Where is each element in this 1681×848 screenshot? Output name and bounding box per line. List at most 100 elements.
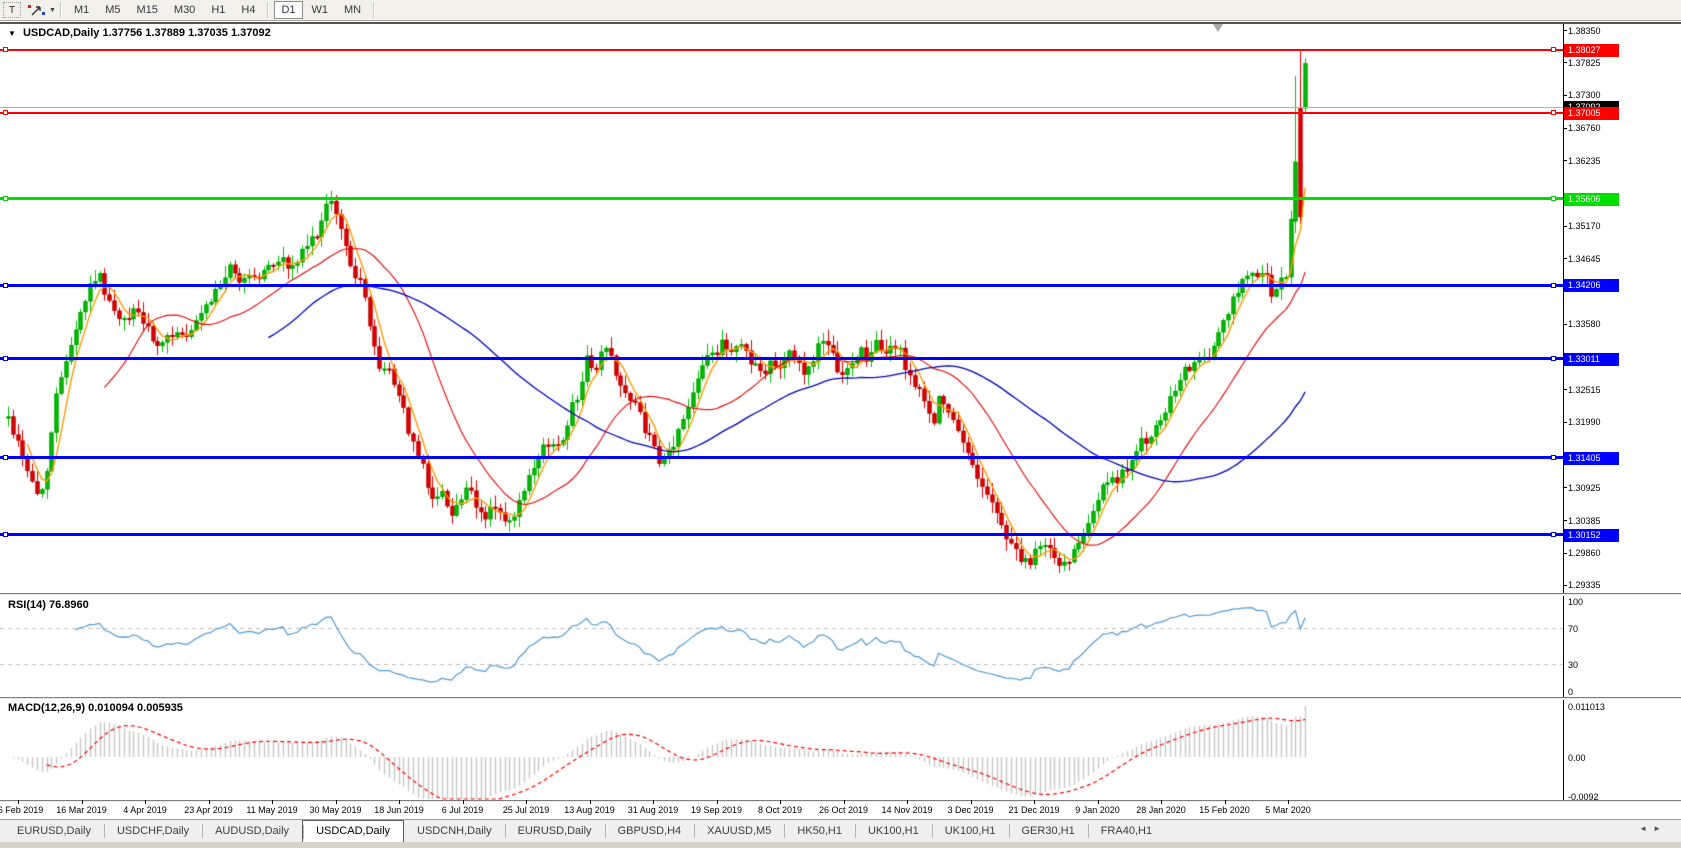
tab-GER30-H1[interactable]: GER30,H1 bbox=[1008, 820, 1088, 842]
tab-USDCHF-Daily[interactable]: USDCHF,Daily bbox=[103, 820, 202, 842]
date-axis-tick bbox=[717, 800, 718, 804]
date-axis-label[interactable]: 30 May 2019 bbox=[309, 805, 362, 815]
price-axis-tick bbox=[1563, 520, 1567, 521]
date-axis-tick bbox=[526, 800, 527, 804]
date-axis-tick bbox=[145, 800, 146, 804]
hline-handle-1.30152[interactable] bbox=[1551, 532, 1556, 537]
macd-axis-label[interactable]: -0.0092 bbox=[1568, 791, 1599, 802]
date-axis-tick bbox=[653, 800, 654, 804]
chart-tab-bar: EURUSD,Daily USDCHF,Daily AUDUSD,Daily USDC… bbox=[0, 819, 1681, 843]
tab-UK100-H1[interactable]: UK100,H1 bbox=[931, 820, 1009, 842]
hline-handle-1.34206[interactable] bbox=[1551, 283, 1556, 288]
price-axis-label[interactable]: 1.29860 bbox=[1568, 548, 1601, 559]
panel-separator-main-rsi[interactable] bbox=[0, 593, 1681, 596]
tab-XAUUSD-M5[interactable]: XAUUSD,M5 bbox=[694, 820, 784, 842]
price-axis-label[interactable]: 1.36235 bbox=[1568, 155, 1601, 166]
price-axis-tick bbox=[1563, 585, 1567, 586]
date-axis-label[interactable]: 14 Nov 2019 bbox=[881, 805, 933, 815]
hline-1.30152[interactable] bbox=[0, 533, 1563, 536]
rsi-axis-label[interactable]: 0 bbox=[1568, 686, 1574, 697]
hline-1.38027[interactable] bbox=[0, 49, 1563, 51]
date-axis-label[interactable]: 25 Jul 2019 bbox=[502, 805, 550, 815]
price-axis-label[interactable]: 1.34645 bbox=[1568, 253, 1601, 264]
tab-scroll-right-icon[interactable]: ► bbox=[1653, 824, 1667, 833]
hline-1.31405[interactable] bbox=[0, 456, 1563, 459]
date-axis-label[interactable]: 4 Apr 2019 bbox=[123, 805, 167, 815]
date-axis-label[interactable]: 16 Mar 2019 bbox=[56, 805, 107, 815]
date-axis-label[interactable]: 9 Jan 2020 bbox=[1075, 805, 1120, 815]
rsi-axis-label[interactable]: 70 bbox=[1568, 623, 1579, 634]
date-axis-label[interactable]: 5 Mar 2020 bbox=[1265, 805, 1311, 815]
date-axis-tick bbox=[18, 800, 19, 804]
hline-handle-1.34206[interactable] bbox=[3, 283, 8, 288]
hline-handle-1.35606[interactable] bbox=[3, 196, 8, 201]
date-axis-label[interactable]: 8 Oct 2019 bbox=[757, 805, 803, 815]
date-axis-tick bbox=[399, 800, 400, 804]
hline-handle-1.33011[interactable] bbox=[3, 356, 8, 361]
price-axis-label[interactable]: 1.30385 bbox=[1568, 515, 1601, 526]
tab-EURUSD-Daily[interactable]: EURUSD,Daily bbox=[504, 820, 605, 842]
price-axis-label[interactable]: 1.31990 bbox=[1568, 417, 1601, 428]
date-axis-label[interactable]: 28 Jan 2020 bbox=[1136, 805, 1186, 815]
tab-scroll-arrows[interactable]: ◄► bbox=[1639, 824, 1667, 833]
hline-1.34206[interactable] bbox=[0, 284, 1563, 287]
date-axis-label[interactable]: 13 Aug 2019 bbox=[564, 805, 615, 815]
panel-separator-rsi-macd[interactable] bbox=[0, 697, 1681, 700]
hline-handle-1.38027[interactable] bbox=[1551, 47, 1556, 52]
date-axis-label[interactable]: 19 Sep 2019 bbox=[690, 805, 743, 815]
price-axis-tick bbox=[1563, 324, 1567, 325]
price-axis-label[interactable]: 1.37825 bbox=[1568, 57, 1601, 68]
price-axis-label[interactable]: 1.32515 bbox=[1568, 384, 1601, 395]
hline-handle-1.31405[interactable] bbox=[3, 455, 8, 460]
date-axis-label[interactable]: 31 Aug 2019 bbox=[627, 805, 679, 815]
price-axis-label[interactable]: 1.36760 bbox=[1568, 123, 1601, 134]
ohlc-close: 1.37092 bbox=[230, 27, 271, 39]
price-axis-tick bbox=[1563, 30, 1567, 31]
rsi-axis-label[interactable]: 100 bbox=[1568, 596, 1584, 607]
date-axis-label[interactable]: 11 May 2019 bbox=[246, 805, 298, 815]
tab-UK100-H1[interactable]: UK100,H1 bbox=[854, 820, 932, 842]
hline-handle-1.30152[interactable] bbox=[3, 532, 8, 537]
ohlc-open: 1.37756 bbox=[102, 27, 143, 39]
hline-handle-1.38027[interactable] bbox=[3, 47, 8, 52]
macd-axis-label[interactable]: 0.00 bbox=[1568, 752, 1586, 763]
tab-scroll-left-icon[interactable]: ◄ bbox=[1639, 824, 1654, 833]
macd-label: MACD(12,26,9) bbox=[8, 702, 86, 714]
date-axis-label[interactable]: 18 Jun 2019 bbox=[374, 805, 424, 815]
hline-handle-1.35606[interactable] bbox=[1551, 196, 1556, 201]
tab-USDCNH-Daily[interactable]: USDCNH,Daily bbox=[417, 825, 492, 837]
price-axis-tick bbox=[1563, 389, 1567, 390]
date-axis-tick bbox=[907, 800, 908, 804]
date-axis-label[interactable]: 21 Dec 2019 bbox=[1008, 805, 1060, 815]
tab-HK50-H1[interactable]: HK50,H1 bbox=[784, 820, 855, 842]
rsi-axis-label[interactable]: 30 bbox=[1568, 659, 1579, 670]
price-axis-label[interactable]: 1.35170 bbox=[1568, 221, 1601, 232]
price-axis-label[interactable]: 1.38350 bbox=[1568, 25, 1601, 36]
date-axis-label[interactable]: 26 Oct 2019 bbox=[818, 805, 869, 815]
macd-axis-label[interactable]: 0.011013 bbox=[1568, 701, 1605, 712]
hline-handle-1.37005[interactable] bbox=[1551, 110, 1556, 115]
tab-EURUSD-Daily[interactable]: EURUSD,Daily bbox=[17, 825, 91, 837]
price-axis-label[interactable]: 1.30925 bbox=[1568, 482, 1601, 493]
hline-handle-1.31405[interactable] bbox=[1551, 455, 1556, 460]
date-axis-label[interactable]: 15 Feb 2020 bbox=[1199, 805, 1250, 815]
tab-USDCAD-Daily[interactable]: USDCAD,Daily bbox=[302, 819, 405, 843]
date-axis-label[interactable]: 26 Feb 2019 bbox=[0, 805, 44, 815]
date-axis-label[interactable]: 6 Jul 2019 bbox=[441, 805, 484, 815]
price-axis-label[interactable]: 1.29335 bbox=[1568, 580, 1601, 591]
price-axis-tick bbox=[1563, 62, 1567, 63]
date-axis-label[interactable]: 3 Dec 2019 bbox=[947, 805, 994, 815]
hline-1.37005[interactable] bbox=[0, 112, 1563, 114]
tab-GBPUSD-H4[interactable]: GBPUSD,H4 bbox=[604, 820, 695, 842]
price-axis-label[interactable]: 1.37300 bbox=[1568, 90, 1601, 101]
hline-handle-1.37005[interactable] bbox=[3, 110, 8, 115]
tab-FRA40-H1[interactable]: FRA40,H1 bbox=[1087, 820, 1165, 842]
price-axis-label[interactable]: 1.33580 bbox=[1568, 319, 1601, 330]
rsi-header: RSI(14) 76.8960 bbox=[8, 599, 89, 611]
hline-handle-1.33011[interactable] bbox=[1551, 356, 1556, 361]
tab-AUDUSD-Daily[interactable]: AUDUSD,Daily bbox=[202, 820, 302, 842]
date-axis-label[interactable]: 23 Apr 2019 bbox=[184, 805, 233, 815]
hline-1.35606[interactable] bbox=[0, 197, 1563, 200]
hline-1.33011[interactable] bbox=[0, 357, 1563, 360]
